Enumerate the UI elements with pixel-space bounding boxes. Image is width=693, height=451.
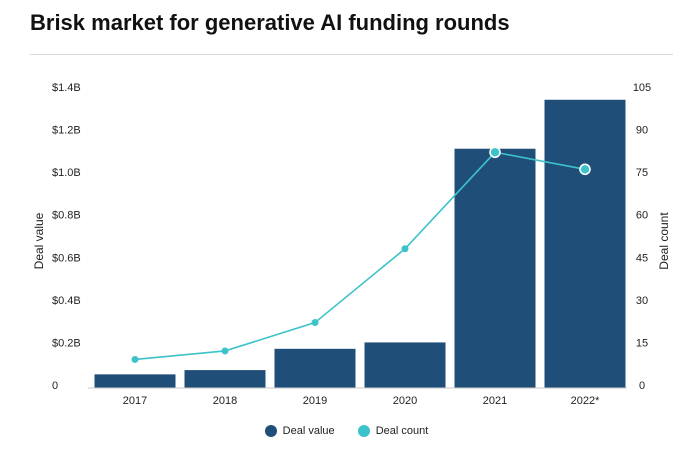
x-tick-label: 2019	[303, 395, 327, 407]
left-tick-label: $0.6B	[52, 252, 81, 264]
deal-count-line	[131, 146, 591, 363]
right-tick-label: 105	[633, 82, 651, 94]
x-axis: 2017 2018 2019 2020 2021 2022*	[123, 395, 600, 407]
point-2017	[131, 355, 139, 363]
right-tick-label: 75	[636, 167, 648, 179]
bar-2020	[364, 342, 446, 388]
bar-2017	[94, 374, 176, 388]
x-tick-label: 2022*	[571, 395, 600, 407]
left-tick-label: $0.4B	[52, 295, 81, 307]
bar-2022	[544, 99, 626, 389]
right-tick-label: 0	[639, 380, 645, 392]
legend-label-deal-count: Deal count	[375, 425, 429, 437]
x-tick-label: 2021	[483, 395, 507, 407]
legend-label-deal-value: Deal value	[282, 425, 335, 437]
chart-title: Brisk market for generative AI funding r…	[30, 10, 510, 35]
deal-count-polyline	[134, 151, 586, 361]
point-2022	[579, 163, 591, 176]
point-2020	[401, 245, 409, 253]
left-tick-label: $0.2B	[52, 337, 81, 349]
right-axis-title: Deal count	[657, 212, 671, 270]
left-tick-label: $1.4B	[52, 82, 81, 94]
left-axis: 0 $0.2B $0.4B $0.6B $0.8B $1.0B $1.2B $1.4B	[52, 82, 81, 392]
left-tick-label: $1.0B	[52, 167, 81, 179]
legend-swatch-deal-value	[264, 425, 277, 437]
point-2018	[221, 347, 229, 355]
right-tick-label: 30	[636, 295, 648, 307]
left-tick-label: $0.8B	[52, 210, 81, 222]
bar-2019	[274, 348, 356, 388]
right-tick-label: 45	[636, 252, 648, 264]
right-axis: 0 15 30 45 60 75 90 105	[633, 82, 651, 392]
point-2021	[489, 146, 501, 159]
x-tick-label: 2018	[213, 395, 237, 407]
right-tick-label: 15	[636, 337, 648, 349]
bar-2018	[184, 370, 266, 388]
legend: Deal value Deal count	[0, 425, 693, 440]
bar-2021	[454, 148, 536, 388]
x-tick-label: 2017	[123, 395, 147, 407]
left-axis-title: Deal value	[32, 212, 46, 269]
x-tick-label: 2020	[393, 395, 417, 407]
title-divider	[30, 54, 673, 55]
legend-swatch-deal-count	[357, 425, 370, 437]
right-tick-label: 60	[636, 210, 648, 222]
point-2019	[311, 319, 319, 327]
right-tick-label: 90	[636, 125, 648, 137]
combo-chart: 0 $0.2B $0.4B $0.6B $0.8B $1.0B $1.2B $1.4B 0 15…	[32, 82, 671, 407]
deal-value-bars	[94, 99, 626, 389]
left-tick-label: 0	[52, 380, 58, 392]
left-tick-label: $1.2B	[52, 125, 81, 137]
legend-item-deal-count: Deal count	[357, 425, 429, 437]
legend-item-deal-value: Deal value	[264, 425, 335, 437]
